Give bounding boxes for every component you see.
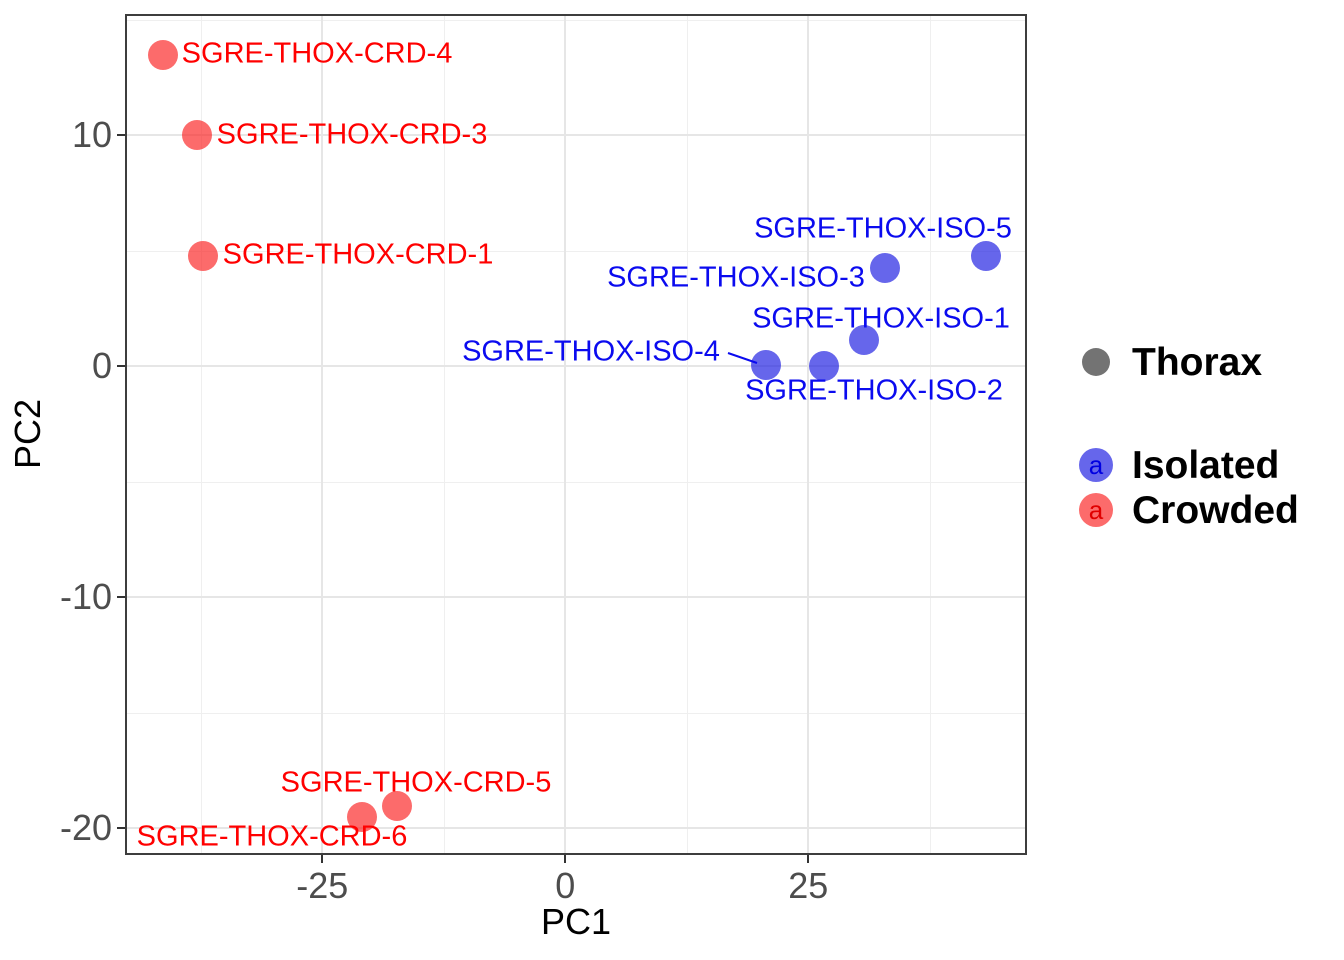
y-tick-mark <box>117 596 125 599</box>
y-tick-mark <box>117 134 125 137</box>
gray-point-icon <box>1082 348 1110 376</box>
y-tick-label: -10 <box>59 576 112 618</box>
x-tick-mark <box>321 855 324 863</box>
x-axis-title: PC1 <box>540 901 612 942</box>
gridline-y-minor <box>127 250 1025 252</box>
gridline-x-minor <box>443 16 445 853</box>
legend-label-thorax: Thorax <box>1132 340 1263 384</box>
gridline-y-major <box>127 134 1025 137</box>
gridline-x-major <box>564 16 567 853</box>
y-tick-label: 0 <box>91 345 112 387</box>
y-axis-title: PC2 <box>7 398 48 470</box>
legend-key-letter: a <box>1088 495 1104 525</box>
legend-entry-thorax: Thorax <box>1078 338 1262 386</box>
gridline-x-minor <box>686 16 688 853</box>
legend-entry-isolated: a Isolated <box>1078 441 1279 489</box>
gridline-y-minor <box>127 712 1025 714</box>
x-tick-label: 0 <box>555 865 576 906</box>
legend-key-letter: a <box>1088 450 1104 480</box>
plot-panel <box>125 14 1027 855</box>
x-tick-mark <box>564 855 567 863</box>
legend-key-crowded: a <box>1078 493 1114 527</box>
legend-key-isolated: a <box>1078 448 1114 482</box>
red-point-icon: a <box>1079 493 1113 527</box>
gridline-y-major <box>127 596 1025 599</box>
y-tick-mark <box>117 365 125 368</box>
x-tick-label: -25 <box>296 865 349 906</box>
legend-label-crowded: Crowded <box>1132 488 1299 532</box>
gridline-y-minor <box>127 20 1025 21</box>
x-tick-label: 25 <box>788 865 829 906</box>
legend-entry-crowded: a Crowded <box>1078 486 1299 534</box>
blue-point-icon: a <box>1079 448 1113 482</box>
gridline-y-major <box>127 827 1025 830</box>
gridline-y-minor <box>127 481 1025 483</box>
y-tick-mark <box>117 827 125 830</box>
gridline-y-major <box>127 365 1025 368</box>
legend: Thorax a Isolated a Crowded <box>1078 0 1344 960</box>
legend-label-isolated: Isolated <box>1132 443 1280 487</box>
gridline-x-minor <box>929 16 931 853</box>
x-tick-mark <box>807 855 810 863</box>
gridline-x-major <box>321 16 324 853</box>
legend-key-thorax <box>1078 348 1114 376</box>
gridline-x-minor <box>200 16 202 853</box>
gridline-x-major <box>807 16 810 853</box>
y-tick-label: 10 <box>71 114 112 156</box>
y-tick-label: -20 <box>59 807 112 849</box>
